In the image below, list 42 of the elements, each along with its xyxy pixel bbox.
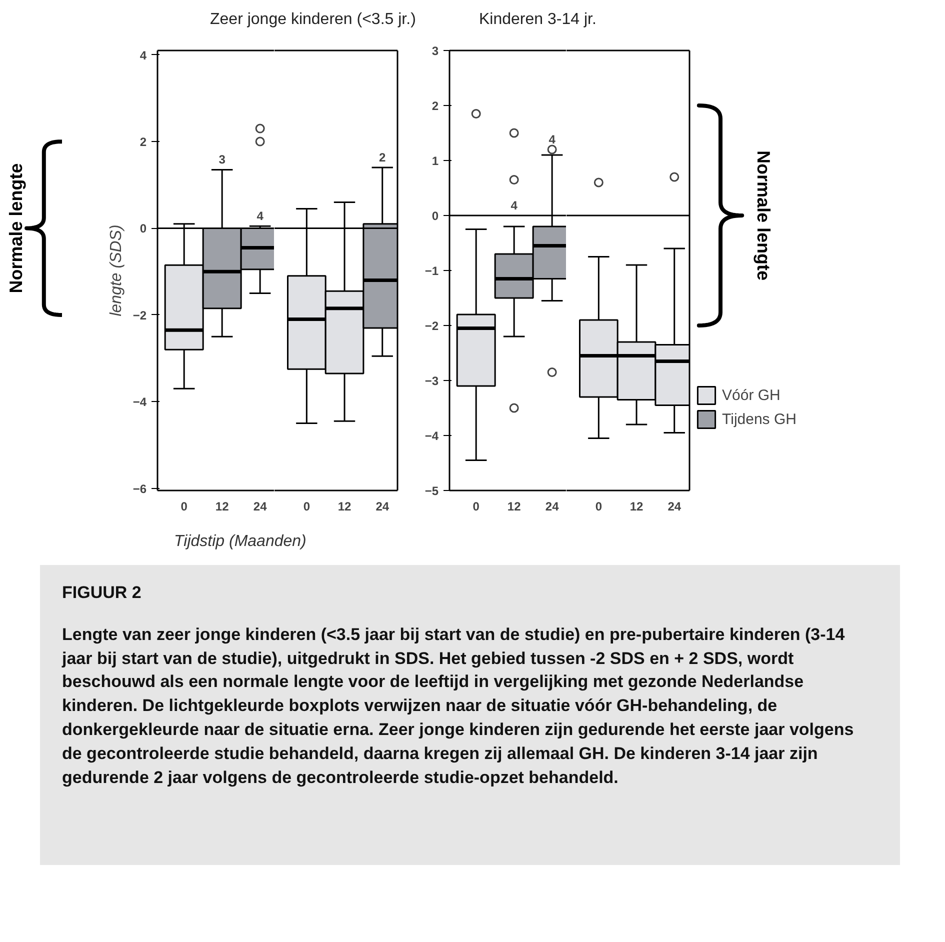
x-tick-label: 12 xyxy=(338,500,352,514)
y-tick-label: 1 xyxy=(432,154,439,168)
x-tick-label: 12 xyxy=(630,500,644,514)
x-tick-label: 0 xyxy=(472,500,480,514)
y-axis-title: lengte (SDS) xyxy=(108,224,125,316)
x-tick-label: 24 xyxy=(545,500,560,514)
y-tick-label: −1 xyxy=(424,264,439,278)
legend-label: Tijdens GH xyxy=(722,410,796,428)
x-tick-label: 12 xyxy=(215,500,230,514)
y-tick-label: 2 xyxy=(432,99,439,113)
text: FIGUUR 2 xyxy=(62,582,142,604)
chart-title: Kinderen 3-14 jr. xyxy=(479,10,596,30)
y-tick-label: 0 xyxy=(140,222,147,236)
text: Normale lengte xyxy=(6,163,26,294)
legend-label: Vóór GH xyxy=(722,386,780,404)
y-tick-label: 2 xyxy=(140,135,147,150)
annotation: 4 xyxy=(256,209,264,224)
y-tick-label: 0 xyxy=(432,209,439,223)
text: Zeer jonge kinderen (<3.5 jr.) xyxy=(210,10,416,30)
y-tick-label: −6 xyxy=(132,482,147,496)
x-tick-label: 24 xyxy=(376,500,390,514)
y-tick-label: −2 xyxy=(424,319,439,333)
annotation: 4 xyxy=(548,132,556,146)
annotation: 4 xyxy=(510,198,518,212)
x-tick-label: 0 xyxy=(303,500,310,514)
x-tick-label: 0 xyxy=(180,500,188,514)
y-tick-label: −4 xyxy=(132,395,147,410)
x-axis-title: Tijdstip (Maanden) xyxy=(174,532,306,552)
y-tick-label: −2 xyxy=(132,308,147,322)
text: Normale lengte xyxy=(754,150,774,281)
annotation: 3 xyxy=(218,152,226,167)
text: Lengte van zeer jonge kinderen (<3.5 jaar bij start van de studie) en pre-pubertaire kinderen (3-14 jaar bij start van de studie), uitgedrukt in SDS. Het gebied tussen -2 SDS en + 2 SDS, wordt beschouwd als een normale lengte voor de leeftijd in vergelijking met gezonde Nederlandse kinderen. De lichtgekleurde boxplots verwijzen naar de situatie vóór GH-behandeling, de donkergekleurde naar de situatie erna. Zeer jonge kinderen zijn gedurende het eerste jaar volgens de gecontroleerde studie behandeld, daarna kregen zij allemaal GH. De kinderen 3-14 jaar zijn gedurende 2 jaar volgens de gecontroleerde studie-opzet behandeld. xyxy=(62,624,855,789)
y-tick-label: −3 xyxy=(424,374,439,388)
y-tick-label: −5 xyxy=(424,484,439,498)
x-tick-label: 0 xyxy=(595,500,602,514)
x-tick-label: 24 xyxy=(668,500,682,514)
y-tick-label: 3 xyxy=(432,44,439,58)
y-tick-label: −4 xyxy=(424,429,439,443)
annotation: 2 xyxy=(379,150,386,165)
x-tick-label: 12 xyxy=(507,500,522,514)
x-tick-label: 24 xyxy=(253,500,268,514)
y-tick-label: 4 xyxy=(140,48,147,62)
